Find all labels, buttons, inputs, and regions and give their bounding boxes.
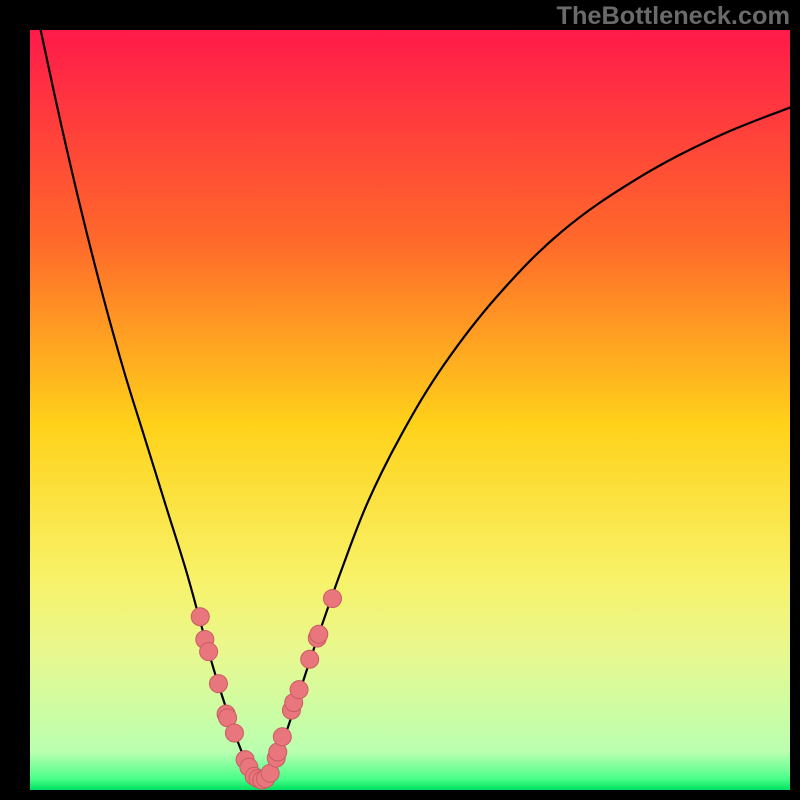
datapoint-marker	[310, 625, 328, 643]
watermark-text: TheBottleneck.com	[557, 2, 791, 31]
datapoint-marker	[191, 608, 209, 626]
datapoint-marker	[323, 589, 341, 607]
datapoint-marker	[273, 728, 291, 746]
datapoint-marker	[225, 724, 243, 742]
datapoint-marker	[290, 681, 308, 699]
datapoint-marker	[200, 643, 218, 661]
datapoint-marker	[209, 675, 227, 693]
plot-area	[30, 30, 790, 790]
datapoint-marker	[301, 650, 319, 668]
bottleneck-chart: TheBottleneck.com	[0, 0, 800, 800]
gradient-background	[30, 30, 790, 790]
